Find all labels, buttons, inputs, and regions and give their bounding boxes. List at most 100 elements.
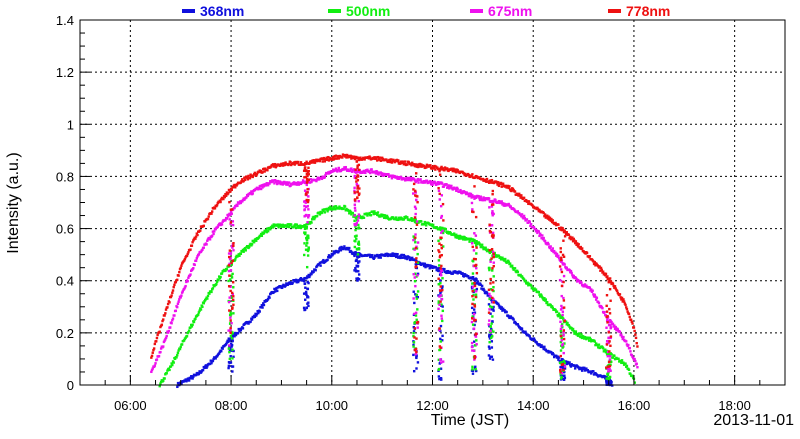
- data-point: [353, 254, 356, 258]
- data-point: [440, 298, 444, 301]
- data-point: [403, 254, 406, 258]
- data-point: [606, 372, 609, 375]
- data-point: [220, 198, 223, 201]
- data-point: [354, 170, 358, 173]
- data-point: [413, 321, 416, 325]
- data-point: [596, 343, 599, 347]
- data-point: [159, 325, 162, 329]
- data-point: [391, 174, 394, 177]
- data-point: [357, 270, 360, 273]
- data-point: [475, 196, 478, 199]
- data-point: [331, 156, 335, 159]
- data-point: [476, 280, 480, 283]
- data-point: [604, 272, 608, 276]
- data-point: [474, 215, 478, 219]
- data-point: [504, 257, 507, 261]
- data-point: [187, 330, 190, 334]
- data-point: [304, 175, 308, 179]
- data-point: [409, 218, 413, 221]
- data-point: [189, 248, 192, 251]
- data-point: [491, 288, 494, 292]
- data-point: [604, 351, 608, 354]
- data-point: [488, 229, 492, 233]
- data-point: [471, 272, 475, 275]
- data-point: [558, 265, 562, 268]
- data-point: [258, 310, 261, 313]
- data-point: [249, 192, 252, 195]
- y-tick-label: 1: [67, 117, 74, 132]
- data-point: [164, 338, 167, 341]
- data-point: [399, 162, 402, 165]
- data-point: [497, 302, 500, 305]
- data-point: [608, 355, 612, 358]
- data-point: [491, 320, 494, 324]
- data-point: [228, 249, 232, 252]
- data-point: [473, 281, 476, 285]
- data-point: [410, 217, 413, 220]
- data-point: [562, 296, 565, 300]
- data-point: [385, 216, 388, 220]
- data-point: [435, 268, 438, 272]
- data-point: [150, 356, 153, 359]
- data-point: [592, 295, 596, 298]
- data-point: [234, 256, 238, 259]
- data-point: [174, 280, 178, 284]
- data-point: [439, 376, 443, 380]
- data-point: [422, 181, 425, 184]
- data-point: [492, 275, 495, 278]
- data-point: [210, 210, 214, 213]
- data-point: [474, 368, 477, 371]
- data-point: [488, 308, 491, 311]
- data-point: [241, 248, 245, 252]
- data-point: [489, 295, 492, 298]
- data-point: [185, 254, 189, 258]
- data-point: [399, 218, 402, 221]
- data-point: [162, 379, 165, 383]
- data-point: [315, 214, 319, 218]
- data-point: [383, 254, 387, 257]
- data-point: [613, 324, 616, 327]
- data-point: [158, 330, 161, 333]
- data-point: [262, 185, 266, 188]
- data-point: [412, 182, 416, 186]
- data-point: [468, 240, 471, 243]
- data-point: [489, 258, 492, 262]
- data-point: [605, 378, 608, 382]
- data-point: [229, 329, 232, 332]
- data-point: [155, 358, 159, 361]
- data-point: [239, 252, 243, 255]
- data-point: [235, 184, 238, 187]
- data-point: [275, 180, 278, 184]
- data-point: [412, 297, 415, 300]
- data-point: [463, 236, 466, 239]
- data-point: [350, 167, 353, 170]
- data-point: [441, 182, 444, 185]
- data-point: [261, 186, 264, 189]
- data-point: [353, 174, 356, 178]
- data-point: [593, 260, 596, 264]
- data-point: [568, 361, 571, 364]
- data-point: [295, 281, 299, 284]
- data-point: [306, 191, 309, 194]
- data-point: [580, 333, 583, 336]
- data-point: [378, 156, 382, 159]
- data-point: [497, 199, 501, 203]
- data-point: [572, 274, 575, 278]
- data-point: [571, 240, 575, 243]
- data-point: [178, 298, 181, 301]
- data-point: [560, 366, 563, 369]
- data-point: [357, 255, 360, 259]
- data-point: [462, 275, 466, 278]
- data-point: [499, 305, 502, 308]
- data-point: [579, 245, 582, 249]
- data-point: [206, 297, 209, 300]
- data-point: [441, 285, 444, 288]
- data-point: [543, 345, 546, 349]
- data-point: [449, 231, 452, 235]
- data-point: [202, 224, 205, 227]
- data-point: [353, 189, 356, 193]
- data-point: [329, 205, 332, 208]
- data-point: [489, 336, 493, 339]
- data-point: [308, 222, 312, 225]
- data-point: [437, 367, 441, 371]
